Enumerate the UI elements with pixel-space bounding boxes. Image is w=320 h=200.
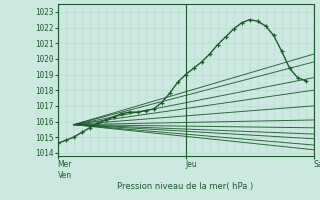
X-axis label: Pression niveau de la mer( hPa ): Pression niveau de la mer( hPa )	[117, 182, 254, 191]
